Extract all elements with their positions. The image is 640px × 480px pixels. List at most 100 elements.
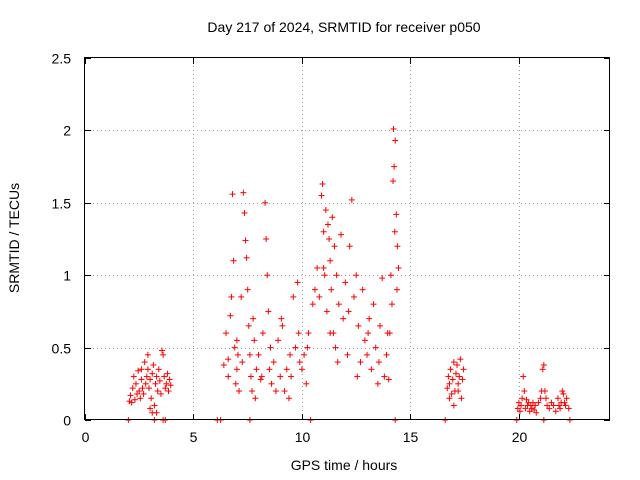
- data-point: [351, 293, 358, 300]
- data-point: [452, 370, 459, 377]
- data-point: [231, 344, 238, 351]
- data-point: [368, 366, 375, 373]
- data-point: [294, 279, 301, 286]
- data-point: [393, 286, 400, 293]
- data-point: [519, 395, 526, 402]
- data-point: [301, 351, 308, 358]
- data-point: [283, 366, 290, 373]
- data-point: [129, 385, 136, 392]
- data-point: [333, 272, 340, 279]
- data-point: [521, 388, 528, 395]
- data-point: [557, 405, 564, 412]
- data-point: [149, 370, 156, 377]
- data-point: [329, 214, 336, 221]
- data-point: [392, 137, 399, 144]
- data-point: [345, 308, 352, 315]
- data-point: [520, 373, 527, 380]
- data-point: [361, 337, 368, 344]
- y-tick-label: 2.5: [52, 51, 72, 67]
- data-point: [255, 351, 262, 358]
- y-tick-label: 0.5: [52, 341, 72, 357]
- y-axis-label: SRMTID / TECUs: [6, 183, 22, 293]
- data-point: [454, 361, 461, 368]
- data-point: [249, 388, 256, 395]
- data-point: [149, 409, 156, 416]
- x-tick-label: 10: [295, 429, 311, 445]
- data-point: [321, 272, 328, 279]
- data-point: [311, 286, 318, 293]
- x-tick-labels: 0 5 10 15 20: [82, 429, 528, 445]
- data-point: [144, 366, 151, 373]
- data-point: [357, 359, 364, 366]
- data-point: [390, 125, 397, 132]
- data-point: [346, 243, 353, 250]
- data-point: [446, 380, 453, 387]
- data-point: [457, 356, 464, 363]
- data-point: [154, 388, 161, 395]
- data-point: [264, 272, 271, 279]
- data-point: [561, 399, 568, 406]
- data-point: [335, 301, 342, 308]
- data-point: [516, 408, 523, 415]
- data-point: [259, 330, 266, 337]
- data-point: [377, 322, 384, 329]
- data-point: [394, 243, 401, 250]
- data-point: [236, 388, 243, 395]
- y-tick-label: 0: [63, 413, 71, 429]
- data-point: [552, 408, 559, 415]
- data-point: [304, 344, 311, 351]
- data-point: [163, 380, 170, 387]
- data-point: [277, 373, 284, 380]
- x-tick-label: 20: [512, 429, 528, 445]
- data-point: [267, 344, 274, 351]
- data-point: [262, 199, 269, 206]
- y-tick-label: 1.5: [52, 196, 72, 212]
- data-point: [348, 196, 355, 203]
- data-point: [135, 367, 142, 374]
- data-point: [444, 385, 451, 392]
- data-point: [229, 191, 236, 198]
- data-point: [278, 315, 285, 322]
- data-point: [151, 402, 158, 409]
- data-point: [449, 376, 456, 383]
- data-point: [162, 385, 169, 392]
- data-point: [342, 279, 349, 286]
- data-point: [233, 366, 240, 373]
- data-point: [298, 366, 305, 373]
- data-point: [460, 366, 467, 373]
- data-point: [156, 377, 163, 384]
- data-point: [292, 344, 299, 351]
- data-point: [450, 402, 457, 409]
- data-point: [137, 395, 144, 402]
- data-point: [565, 405, 572, 412]
- data-point: [450, 359, 457, 366]
- data-point: [220, 361, 227, 368]
- data-point: [537, 395, 544, 402]
- data-point: [337, 231, 344, 238]
- data-point: [332, 344, 339, 351]
- data-point: [287, 351, 294, 358]
- data-point: [364, 351, 371, 358]
- data-point: [318, 192, 325, 199]
- data-point: [290, 293, 297, 300]
- data-point: [147, 405, 154, 412]
- y-tick-label: 2: [63, 123, 71, 139]
- data-point: [375, 359, 382, 366]
- data-point: [141, 359, 148, 366]
- data-point: [316, 293, 323, 300]
- data-point: [153, 373, 160, 380]
- data-point: [131, 396, 138, 403]
- data-point: [138, 376, 145, 383]
- data-point: [384, 330, 391, 337]
- data-point: [239, 359, 246, 366]
- y-tick-label: 1: [63, 268, 71, 284]
- data-point: [253, 366, 260, 373]
- data-point: [445, 373, 452, 380]
- data-point: [540, 361, 547, 368]
- data-point: [268, 380, 275, 387]
- x-tick-label: 15: [403, 429, 419, 445]
- data-point: [390, 178, 397, 185]
- data-point: [327, 257, 334, 264]
- data-point: [550, 402, 557, 409]
